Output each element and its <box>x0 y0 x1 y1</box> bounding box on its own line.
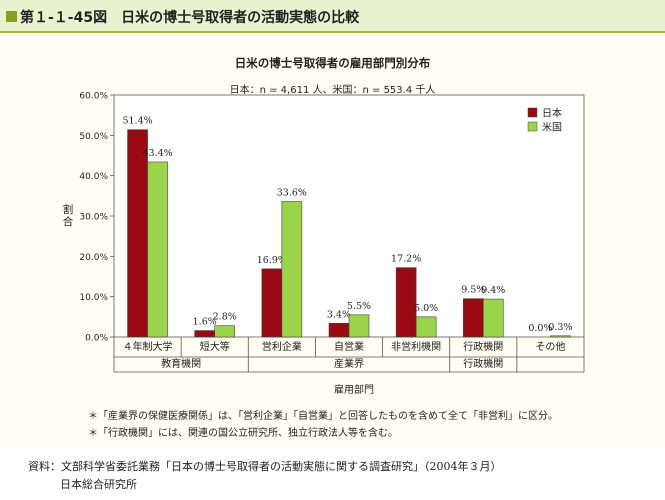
data-label: 9.4% <box>481 285 505 296</box>
source-line-2: 日本総合研究所 <box>60 478 137 491</box>
figure-header: 第１-１-45図 日米の博士号取得者の活動実態の比較 <box>0 0 665 33</box>
category-label: ４年制大学 <box>123 340 173 353</box>
bar-japan <box>395 267 417 338</box>
footnote-1: ＊「産業界の保健医療関係」は、「営利企業」「自営業」と回答したものを含めて全て「… <box>88 411 558 422</box>
data-label: 1.6% <box>193 317 217 328</box>
y-tick-label: 20.0% <box>79 253 108 263</box>
y-tick-label: 0.0% <box>85 334 108 344</box>
bar-chart: 0.0% 10.0% 20.0% 30.0% 40.0% 50.0% 60.0% 割合 51.4… <box>63 92 585 396</box>
group-label: 産業界 <box>334 357 364 370</box>
category-label: その他 <box>535 340 565 353</box>
bar-japan <box>261 268 283 338</box>
bar-us <box>214 325 236 338</box>
y-tick-label: 30.0% <box>79 213 108 223</box>
data-label: 2.8% <box>213 312 237 323</box>
legend-label: 日本 <box>542 107 562 120</box>
data-label: 17.2% <box>391 254 421 265</box>
category-label: 短大等 <box>200 340 230 353</box>
chart-subtitle: 日本：n = 4,611 人、米国：n = 553.4 千人 <box>229 85 436 96</box>
category-label: 行政機関 <box>463 340 503 353</box>
y-tick-label: 40.0% <box>79 172 108 182</box>
category-label: 非営利機関 <box>391 340 441 353</box>
y-tick-label: 10.0% <box>79 293 108 303</box>
legend-swatch <box>527 107 538 118</box>
legend-swatch <box>527 121 538 132</box>
data-label: 51.4% <box>122 116 152 127</box>
data-label: 9.5% <box>461 285 485 296</box>
data-label: 43.4% <box>142 148 172 159</box>
data-label: 33.6% <box>277 187 307 198</box>
source-line-1: 資料：文部科学省委託業務「日本の博士号取得者の活動実態に関する調査研究」（200… <box>28 460 502 473</box>
footnote-2: ＊「行政機関」には、関連の国公立研究所、独立行政法人等を含む。 <box>88 428 398 439</box>
x-axis-label: 雇用部門 <box>334 383 374 396</box>
data-label: 5.5% <box>347 301 371 312</box>
bar-us <box>550 335 571 338</box>
bar-us <box>281 201 303 338</box>
bar-japan <box>194 330 216 338</box>
bar-us <box>348 314 370 338</box>
data-label: 0.0% <box>528 323 552 334</box>
data-label: 5.0% <box>414 303 438 314</box>
group-label: 教育機関 <box>161 357 201 370</box>
bar-us <box>415 316 437 338</box>
chart-title: 日米の博士号取得者の雇用部門別分布 <box>234 56 431 70</box>
figure-title: 第１-１-45図 日米の博士号取得者の活動実態の比較 <box>20 10 360 26</box>
header-square-icon <box>6 11 17 22</box>
y-tick-label: 50.0% <box>79 132 108 142</box>
legend-label: 米国 <box>542 121 562 134</box>
data-label: 3.4% <box>327 309 351 320</box>
data-label: 0.3% <box>548 322 572 333</box>
bar-us <box>147 161 168 338</box>
data-label: 16.9% <box>257 255 287 266</box>
y-axis-label: 割合 <box>63 203 74 228</box>
bar-japan <box>328 322 350 338</box>
bar-japan <box>462 298 484 338</box>
bar-japan <box>127 129 148 338</box>
bar-us <box>482 298 504 338</box>
group-label: 行政機関 <box>463 357 503 370</box>
chart-panel: 日米の博士号取得者の雇用部門別分布 日本：n = 4,611 人、米国：n = … <box>0 33 665 448</box>
category-label: 営利企業 <box>262 340 302 353</box>
y-tick-label: 60.0% <box>79 92 108 102</box>
category-label: 自営業 <box>334 340 364 353</box>
